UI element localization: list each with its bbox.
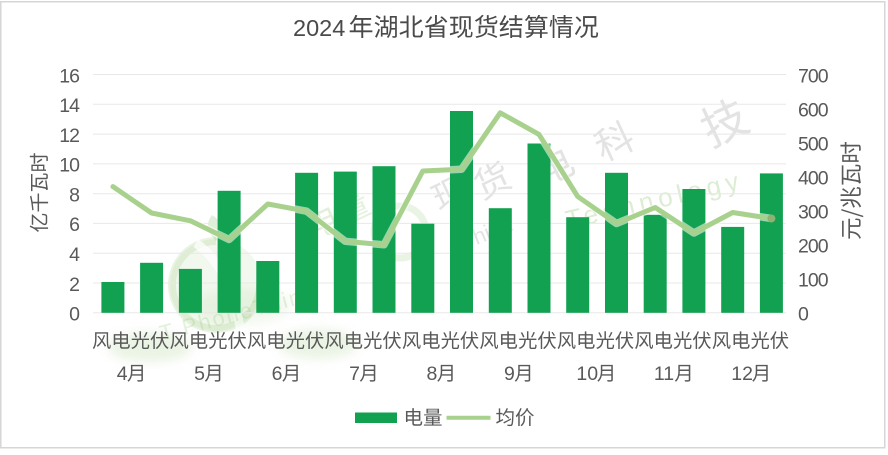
svg-text:16: 16 bbox=[59, 65, 79, 87]
svg-text:12: 12 bbox=[59, 125, 79, 147]
svg-text:9: 9 bbox=[504, 363, 515, 385]
svg-text:6: 6 bbox=[272, 363, 283, 385]
svg-text:5: 5 bbox=[194, 363, 205, 385]
svg-text:4: 4 bbox=[117, 363, 128, 385]
svg-text:100: 100 bbox=[798, 270, 829, 292]
svg-text:700: 700 bbox=[798, 65, 829, 87]
svg-text:200: 200 bbox=[798, 236, 829, 258]
svg-text:2: 2 bbox=[69, 274, 79, 296]
svg-text:8: 8 bbox=[427, 363, 438, 385]
svg-text:600: 600 bbox=[798, 99, 829, 121]
svg-text:12: 12 bbox=[731, 363, 753, 385]
svg-text:4: 4 bbox=[69, 244, 80, 266]
svg-text:10: 10 bbox=[59, 155, 80, 177]
svg-text:0: 0 bbox=[69, 304, 80, 326]
svg-text:300: 300 bbox=[798, 202, 829, 224]
svg-text:8: 8 bbox=[69, 185, 79, 207]
svg-text:400: 400 bbox=[798, 167, 829, 189]
svg-text:500: 500 bbox=[798, 133, 829, 155]
svg-text:6: 6 bbox=[69, 214, 79, 236]
svg-text:14: 14 bbox=[59, 95, 80, 117]
svg-text:0: 0 bbox=[798, 304, 809, 326]
svg-text:2024: 2024 bbox=[293, 15, 345, 41]
svg-text:11: 11 bbox=[654, 363, 674, 385]
svg-text:10: 10 bbox=[576, 363, 598, 385]
svg-text:7: 7 bbox=[349, 363, 360, 385]
